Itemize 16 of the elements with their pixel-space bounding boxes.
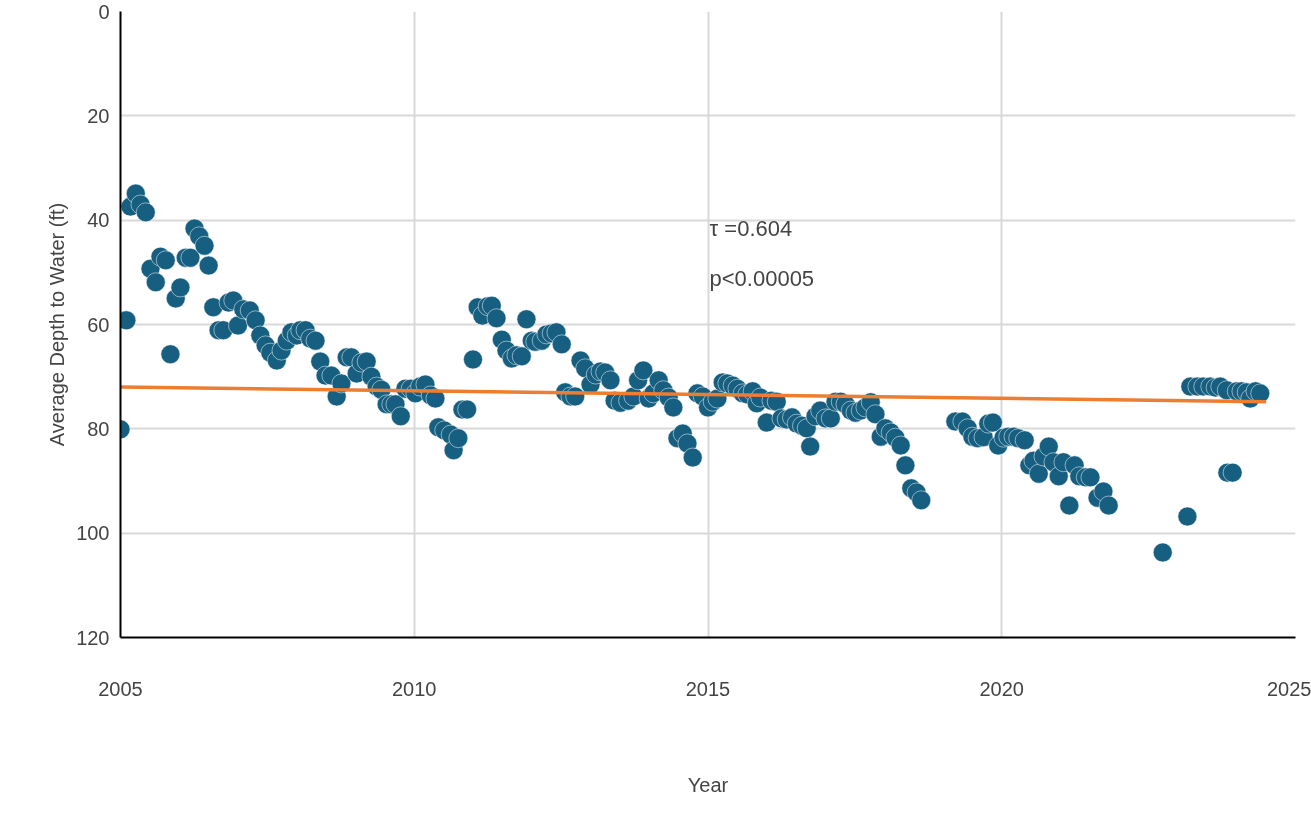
y-tick-label: 0 <box>98 0 110 23</box>
x-tick-label: 2005 <box>98 677 143 700</box>
annotation: p<0.00005 <box>709 266 815 291</box>
y-axis-title: Average Depth to Water (ft) <box>46 202 69 447</box>
y-tick-label: 40 <box>87 209 110 232</box>
y-tick-label: 80 <box>87 417 110 440</box>
x-tick-label: 2010 <box>392 677 437 700</box>
x-tick-label: 2025 <box>1267 677 1311 700</box>
y-tick-label: 60 <box>87 313 110 336</box>
x-tick-label: 2015 <box>685 677 731 700</box>
x-tick-label: 2020 <box>979 677 1024 700</box>
y-tick-label: 120 <box>76 626 110 649</box>
x-axis-title: Year <box>687 773 729 796</box>
y-tick-label: 100 <box>76 522 110 545</box>
y-tick-label: 20 <box>87 104 110 127</box>
annotation: τ =0.604 <box>709 216 793 241</box>
